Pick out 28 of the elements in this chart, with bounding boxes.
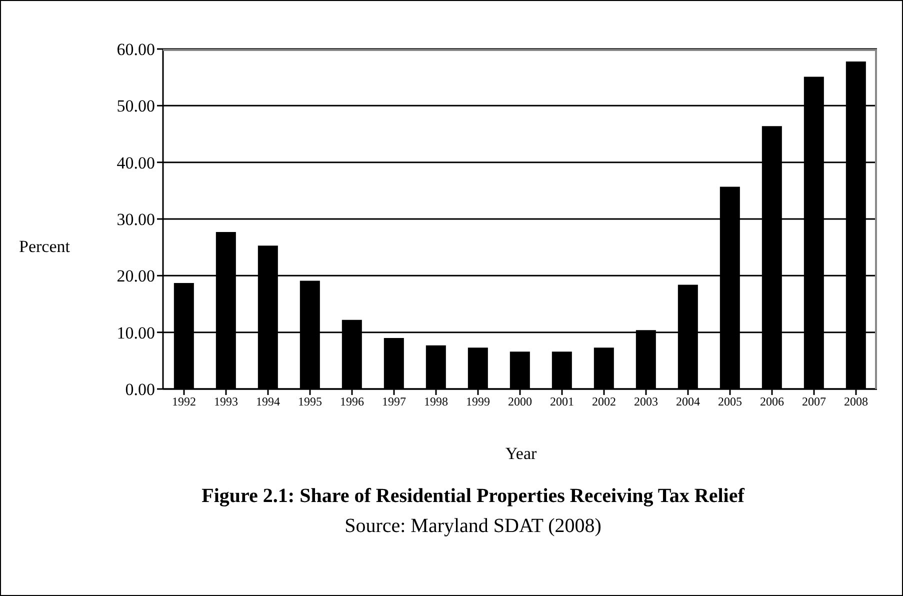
x-tick-label: 1996	[340, 394, 364, 409]
x-tick-label: 2002	[592, 394, 616, 409]
x-tick-label: 2007	[802, 394, 826, 409]
y-tick-label: 30.00	[116, 210, 155, 230]
x-tick-label: 1993	[214, 394, 238, 409]
x-tick-label: 1997	[382, 394, 406, 409]
text: Figure 2.1: Share of Residential Properties Receiving Tax Relief	[200, 485, 746, 508]
x-tick-label: 2000	[508, 394, 532, 409]
source-note: Source: Maryland SDAT (2008)	[344, 515, 602, 538]
y-tick-label: 40.00	[116, 153, 155, 172]
y-tick-label: 20.00	[116, 266, 155, 286]
x-tick-label: 1992	[172, 394, 196, 409]
x-tick-label: 2008	[844, 394, 868, 409]
x-tick-label: 1999	[466, 394, 490, 409]
x-tick-label: 1995	[298, 394, 322, 409]
x-axis-title: Year	[504, 444, 538, 464]
x-tick-label: 2001	[550, 394, 574, 409]
x-tick-label: 1994	[256, 394, 280, 409]
y-axis-title: Percent	[19, 237, 70, 257]
y-tick-label: 0.00	[125, 380, 155, 400]
x-tick-label: 2006	[760, 394, 784, 409]
x-tick-label: 2003	[634, 394, 658, 409]
y-tick-label: 50.00	[116, 96, 155, 116]
x-tick-label: 1998	[424, 394, 448, 409]
y-tick-label: 10.00	[116, 323, 155, 342]
x-tick-label: 2004	[676, 394, 700, 409]
x-tick-label: 2005	[718, 394, 742, 409]
y-tick-label: 60.00	[116, 40, 155, 60]
